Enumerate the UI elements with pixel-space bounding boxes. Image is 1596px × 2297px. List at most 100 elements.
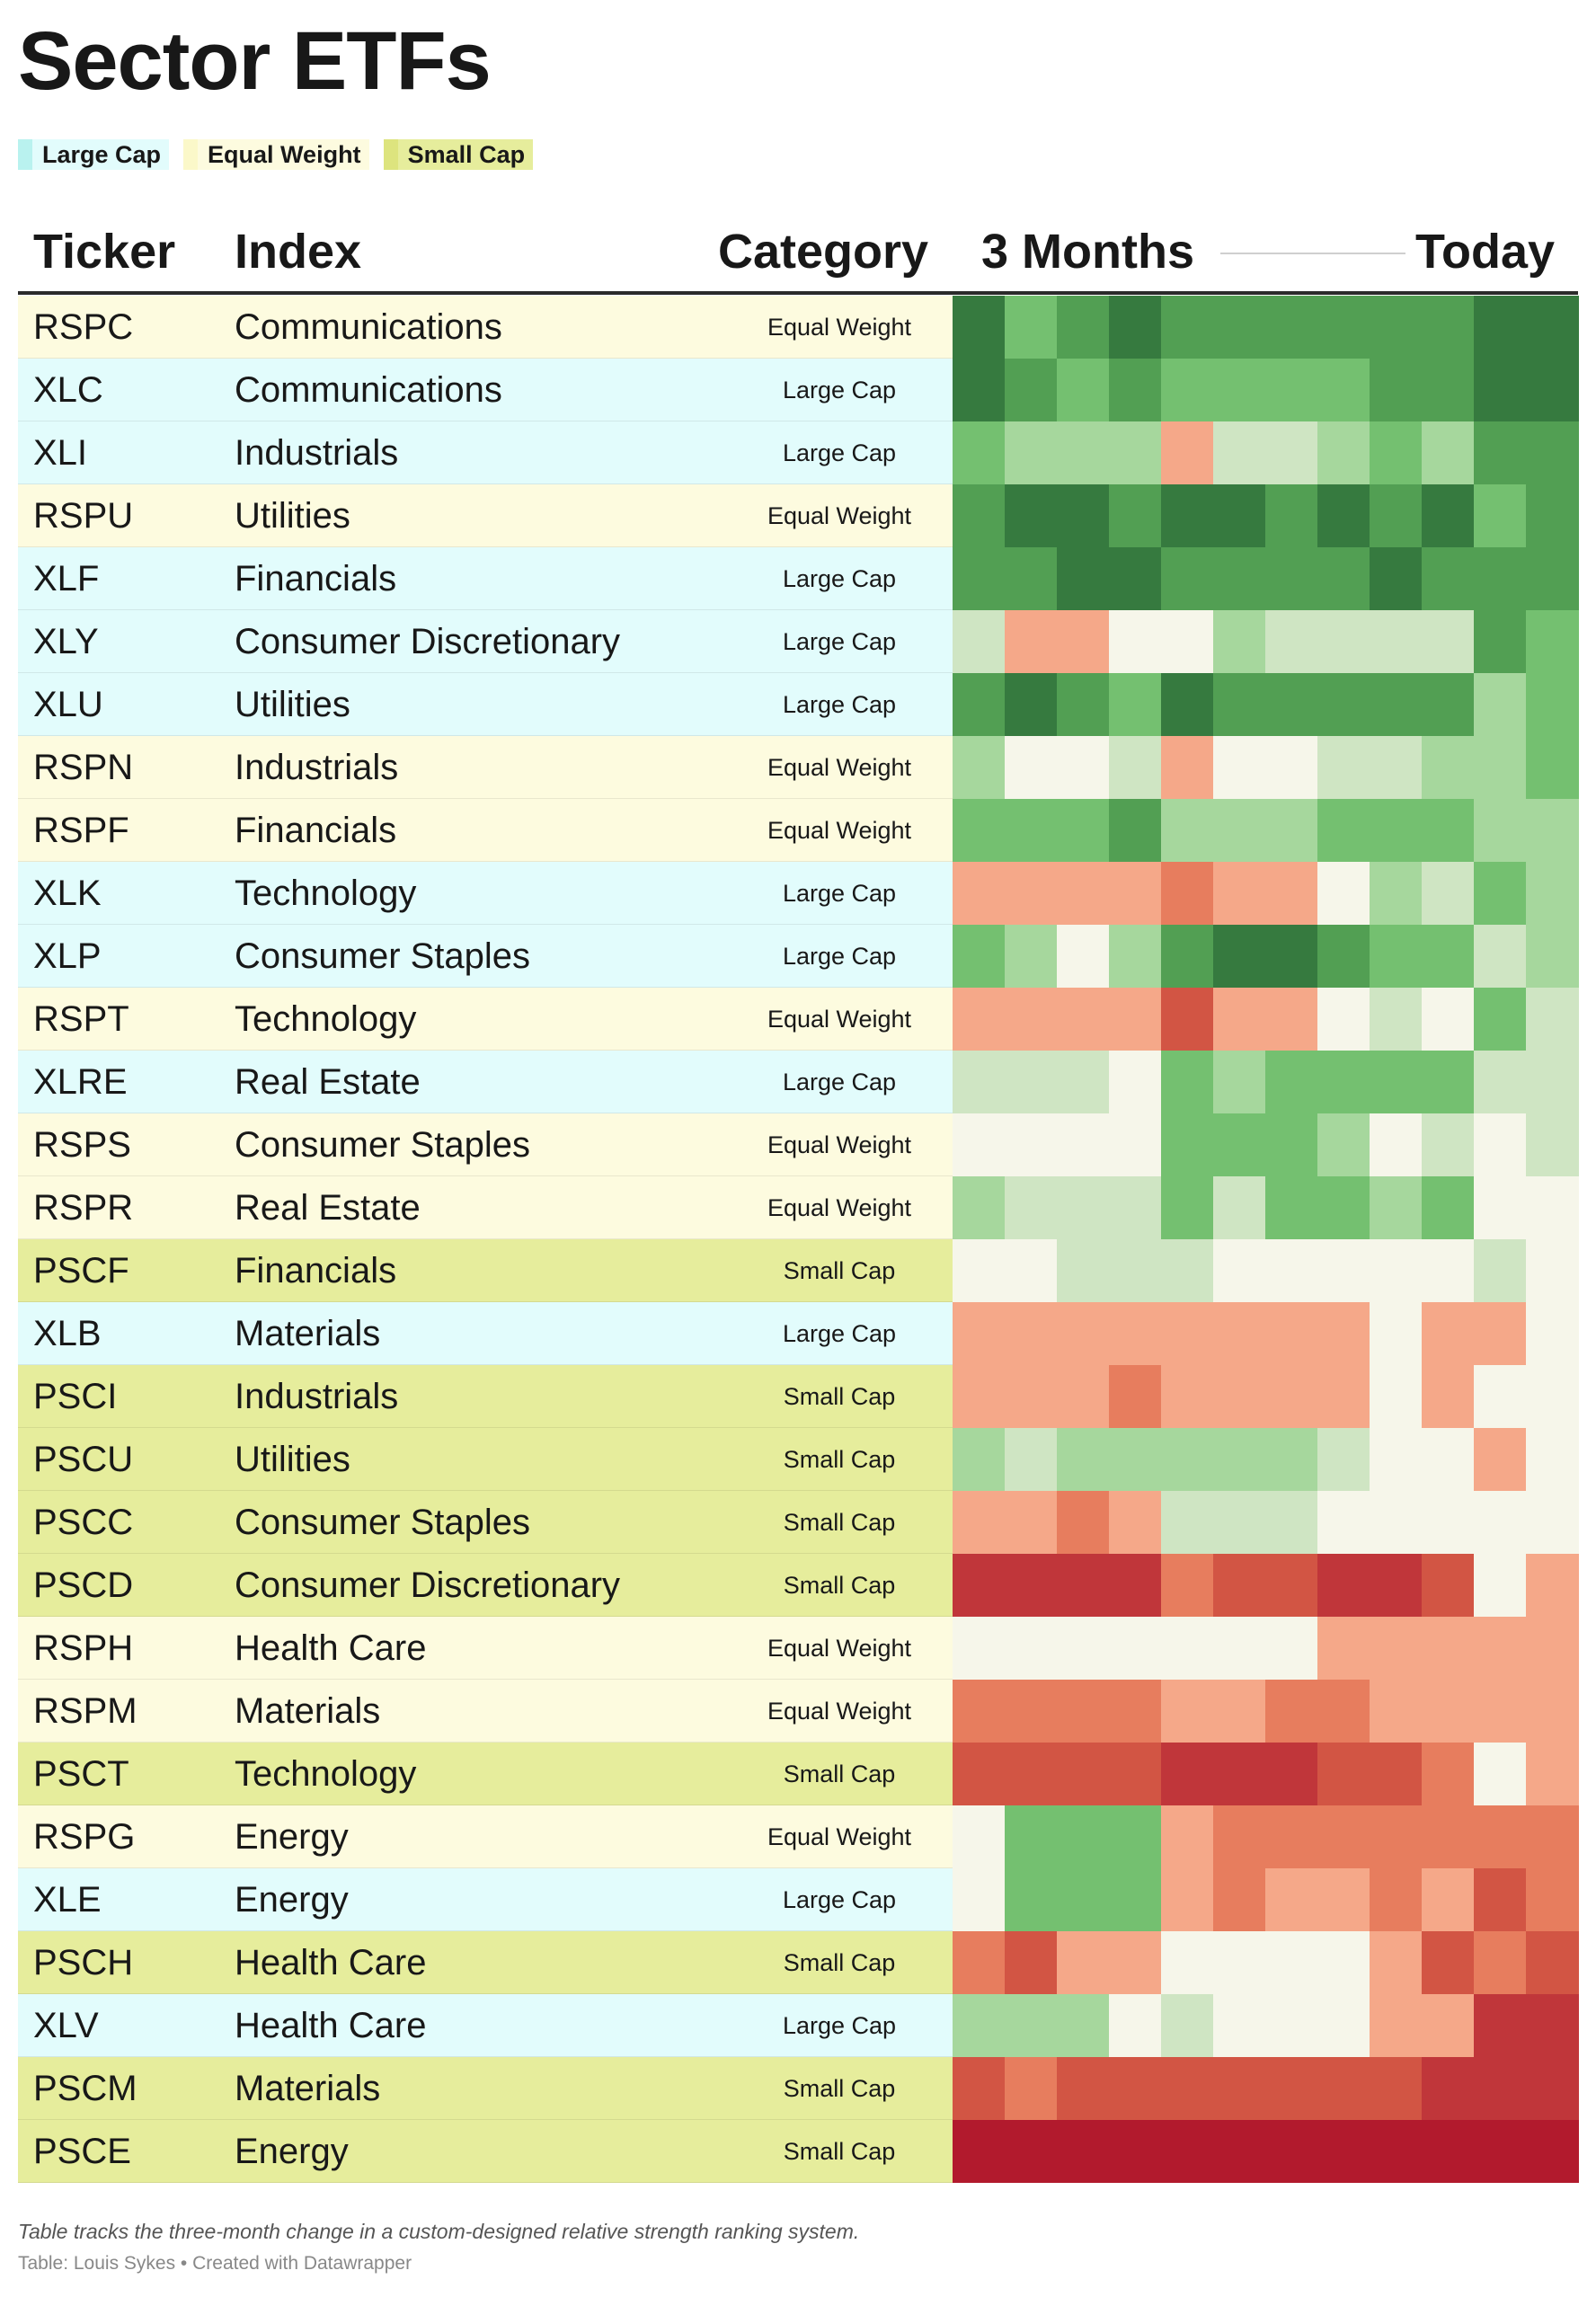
table-row[interactable]: XLY Consumer Discretionary Large Cap — [18, 610, 1579, 673]
table-row[interactable]: XLK Technology Large Cap — [18, 862, 1579, 925]
heatmap-cell — [953, 1994, 1006, 2057]
table-row[interactable]: RSPS Consumer Staples Equal Weight — [18, 1113, 1579, 1176]
heatmap-cell — [1370, 2057, 1423, 2120]
heatmap-cell — [1526, 1113, 1579, 1176]
heatmap-cell — [1317, 1365, 1370, 1428]
heatmap-cell — [953, 1743, 1006, 1805]
cell-ticker: RSPH — [33, 1628, 134, 1668]
table-row[interactable]: PSCD Consumer Discretionary Small Cap — [18, 1554, 1579, 1617]
table-row[interactable]: XLRE Real Estate Large Cap — [18, 1051, 1579, 1113]
table-row[interactable]: RSPG Energy Equal Weight — [18, 1805, 1579, 1868]
table-row[interactable]: XLB Materials Large Cap — [18, 1302, 1579, 1365]
heatmap-cell — [1057, 1302, 1110, 1365]
row-background — [18, 1491, 953, 1554]
table-row[interactable]: XLI Industrials Large Cap — [18, 421, 1579, 484]
table-row[interactable]: XLU Utilities Large Cap — [18, 673, 1579, 736]
heatmap-strip — [953, 673, 1579, 736]
heatmap-cell — [1370, 673, 1423, 736]
heatmap-cell — [1317, 296, 1370, 359]
table-row[interactable]: PSCE Energy Small Cap — [18, 2120, 1579, 2183]
table-row[interactable]: RSPM Materials Equal Weight — [18, 1680, 1579, 1743]
heatmap-cell — [1370, 1931, 1423, 1994]
heatmap-cell — [1057, 1868, 1110, 1931]
heatmap-cell — [1317, 2057, 1370, 2120]
heatmap-cell — [1265, 1617, 1318, 1680]
heatmap-cell — [953, 1176, 1006, 1239]
header-divider — [18, 291, 1578, 295]
table-row[interactable]: PSCC Consumer Staples Small Cap — [18, 1491, 1579, 1554]
header-category[interactable]: Category — [718, 225, 929, 279]
heatmap-cell — [1474, 1743, 1527, 1805]
row-separator — [18, 672, 953, 673]
table-row[interactable]: RSPT Technology Equal Weight — [18, 988, 1579, 1051]
table-row[interactable]: PSCI Industrials Small Cap — [18, 1365, 1579, 1428]
heatmap-cell — [1370, 925, 1423, 988]
footer-credit: Table: Louis Sykes • Created with Datawr… — [18, 2253, 412, 2274]
legend-label: Equal Weight — [198, 139, 369, 170]
cell-ticker: RSPM — [33, 1691, 137, 1731]
heatmap-cell — [953, 1051, 1006, 1113]
heatmap-cell — [1057, 1428, 1110, 1491]
table-row[interactable]: PSCH Health Care Small Cap — [18, 1931, 1579, 1994]
cell-ticker: PSCU — [33, 1440, 134, 1479]
table-row[interactable]: XLF Financials Large Cap — [18, 547, 1579, 610]
heatmap-cell — [1370, 799, 1423, 862]
heatmap-cell — [1422, 1176, 1475, 1239]
heatmap-cell — [953, 1428, 1006, 1491]
heatmap-cell — [1213, 673, 1266, 736]
table-row[interactable]: RSPU Utilities Equal Weight — [18, 484, 1579, 547]
heatmap-cell — [1317, 610, 1370, 673]
table-row[interactable]: PSCT Technology Small Cap — [18, 1743, 1579, 1805]
table-row[interactable]: RSPF Financials Equal Weight — [18, 799, 1579, 862]
heatmap-cell — [1109, 2120, 1162, 2183]
cell-ticker: XLF — [33, 559, 100, 599]
row-background — [18, 1239, 953, 1302]
header-ticker[interactable]: Ticker — [33, 225, 176, 279]
heatmap-cell — [1370, 862, 1423, 925]
heatmap-cell — [1005, 296, 1058, 359]
heatmap-cell — [1317, 1239, 1370, 1302]
heatmap-cell — [1265, 1365, 1318, 1428]
table-row[interactable]: PSCF Financials Small Cap — [18, 1239, 1579, 1302]
table-row[interactable]: XLP Consumer Staples Large Cap — [18, 925, 1579, 988]
table-row[interactable]: XLE Energy Large Cap — [18, 1868, 1579, 1931]
heatmap-cell — [1161, 1051, 1214, 1113]
table-row[interactable]: PSCU Utilities Small Cap — [18, 1428, 1579, 1491]
heatmap-cell — [1213, 988, 1266, 1051]
cell-category: Equal Weight — [767, 817, 912, 844]
heatmap-cell — [1213, 1994, 1266, 2057]
cell-category: Small Cap — [783, 2075, 896, 2102]
heatmap-cell — [1370, 1554, 1423, 1617]
table-row[interactable]: RSPN Industrials Equal Weight — [18, 736, 1579, 799]
table-row[interactable]: XLC Communications Large Cap — [18, 359, 1579, 421]
table-row[interactable]: RSPR Real Estate Equal Weight — [18, 1176, 1579, 1239]
heatmap-cell — [1109, 736, 1162, 799]
header-index[interactable]: Index — [235, 225, 362, 279]
timeline-arrow-line — [1220, 253, 1405, 254]
heatmap-cell — [1317, 1428, 1370, 1491]
table-row[interactable]: RSPH Health Care Equal Weight — [18, 1617, 1579, 1680]
cell-category: Equal Weight — [767, 502, 912, 529]
heatmap-cell — [1161, 547, 1214, 610]
cell-category: Large Cap — [782, 628, 897, 655]
heatmap-cell — [1213, 1051, 1266, 1113]
cell-index: Health Care — [235, 1628, 427, 1668]
table-row[interactable]: XLV Health Care Large Cap — [18, 1994, 1579, 2057]
row-separator — [18, 1490, 953, 1491]
table-row[interactable]: PSCM Materials Small Cap — [18, 2057, 1579, 2120]
row-background — [18, 1365, 953, 1428]
heatmap-cell — [1265, 1302, 1318, 1365]
table-header: Ticker Index Category 3 Months Today — [18, 212, 1578, 295]
heatmap-cell — [1161, 1931, 1214, 1994]
table-row[interactable]: RSPC Communications Equal Weight — [18, 296, 1579, 359]
row-background — [18, 421, 953, 484]
heatmap-cell — [1526, 1680, 1579, 1743]
cell-ticker: XLI — [33, 433, 88, 473]
heatmap-cell — [1317, 1617, 1370, 1680]
cell-category: Small Cap — [783, 1760, 896, 1787]
heatmap-cell — [1422, 1365, 1475, 1428]
row-separator — [18, 483, 953, 484]
heatmap-cell — [1422, 1868, 1475, 1931]
heatmap-cell — [1265, 421, 1318, 484]
heatmap-cell — [1265, 1051, 1318, 1113]
